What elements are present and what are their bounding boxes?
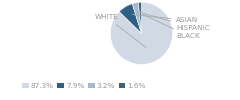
Text: BLACK: BLACK <box>143 14 200 39</box>
Wedge shape <box>138 2 141 33</box>
Wedge shape <box>132 2 141 33</box>
Legend: 87.3%, 7.9%, 3.2%, 1.6%: 87.3%, 7.9%, 3.2%, 1.6% <box>19 80 149 92</box>
Text: HISPANIC: HISPANIC <box>140 12 210 31</box>
Wedge shape <box>110 2 173 64</box>
Wedge shape <box>119 4 141 33</box>
Text: WHITE: WHITE <box>95 14 146 47</box>
Text: ASIAN: ASIAN <box>132 14 198 23</box>
